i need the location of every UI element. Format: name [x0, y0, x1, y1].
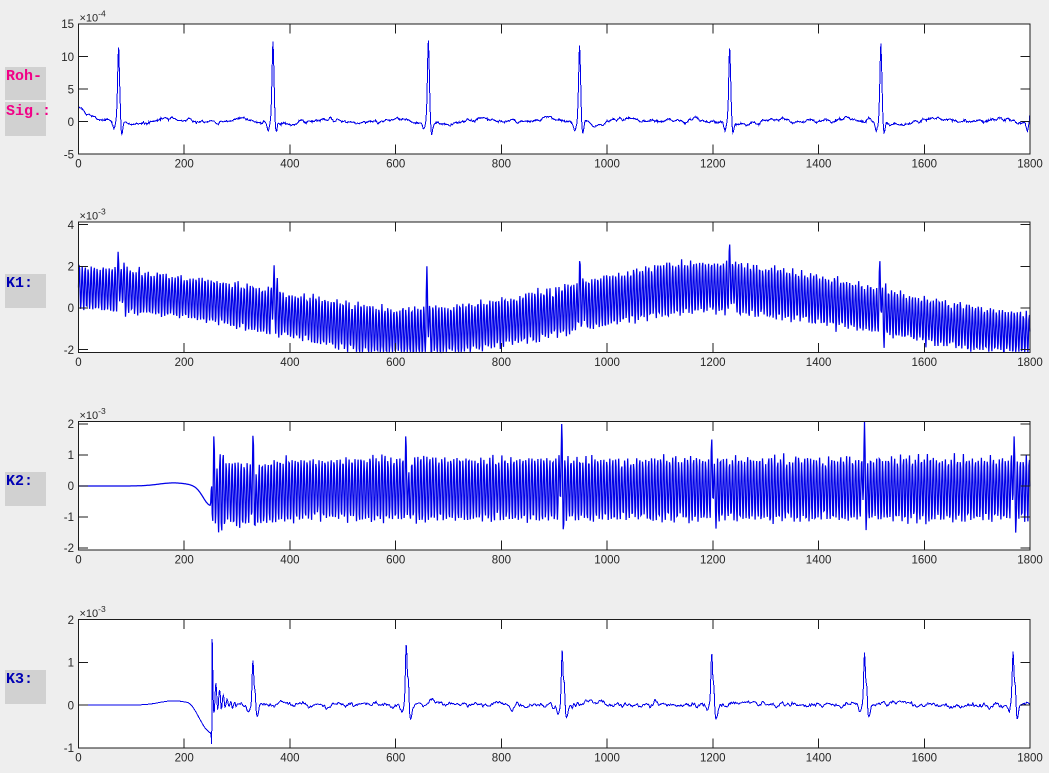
svg-text:15: 15	[61, 19, 74, 31]
svg-text:600: 600	[386, 752, 405, 764]
svg-text:600: 600	[386, 555, 405, 567]
svg-text:1600: 1600	[912, 752, 938, 764]
svg-text:1600: 1600	[912, 159, 938, 171]
svg-text:1800: 1800	[1017, 752, 1043, 764]
svg-text:1400: 1400	[806, 357, 832, 369]
svg-text:800: 800	[492, 357, 511, 369]
svg-text:1200: 1200	[700, 752, 726, 764]
svg-text:1400: 1400	[806, 159, 832, 171]
svg-text:0: 0	[68, 303, 74, 315]
svg-text:5: 5	[68, 84, 74, 96]
svg-text:0: 0	[75, 159, 81, 171]
svg-text:×10-3: ×10-3	[80, 207, 107, 223]
svg-text:800: 800	[492, 555, 511, 567]
svg-text:1000: 1000	[594, 555, 620, 567]
svg-text:200: 200	[175, 555, 194, 567]
svg-text:200: 200	[175, 159, 194, 171]
svg-text:-2: -2	[64, 345, 74, 357]
svg-text:1800: 1800	[1017, 555, 1043, 567]
svg-text:400: 400	[280, 555, 299, 567]
svg-text:400: 400	[280, 159, 299, 171]
svg-text:200: 200	[175, 752, 194, 764]
svg-text:1600: 1600	[912, 555, 938, 567]
svg-text:0: 0	[68, 481, 74, 493]
svg-text:1400: 1400	[806, 555, 832, 567]
svg-text:-2: -2	[64, 543, 74, 555]
svg-text:400: 400	[280, 752, 299, 764]
svg-text:200: 200	[175, 357, 194, 369]
svg-text:800: 800	[492, 752, 511, 764]
svg-text:10: 10	[61, 52, 74, 64]
svg-text:800: 800	[492, 159, 511, 171]
svg-text:1200: 1200	[700, 357, 726, 369]
svg-text:1600: 1600	[912, 357, 938, 369]
svg-text:×10-3: ×10-3	[80, 604, 107, 620]
svg-text:400: 400	[280, 357, 299, 369]
svg-text:1: 1	[68, 658, 74, 670]
svg-text:2: 2	[68, 262, 74, 274]
svg-text:1000: 1000	[594, 159, 620, 171]
svg-text:1000: 1000	[594, 357, 620, 369]
svg-text:-1: -1	[64, 743, 74, 755]
svg-text:1: 1	[68, 450, 74, 462]
svg-text:2: 2	[68, 615, 74, 627]
svg-text:-5: -5	[64, 149, 74, 161]
svg-text:1000: 1000	[594, 752, 620, 764]
svg-text:4: 4	[68, 220, 75, 232]
svg-text:-1: -1	[64, 512, 74, 524]
svg-text:1400: 1400	[806, 752, 832, 764]
svg-text:2: 2	[68, 419, 74, 431]
svg-text:1200: 1200	[700, 555, 726, 567]
svg-text:600: 600	[386, 357, 405, 369]
svg-text:0: 0	[68, 117, 74, 129]
svg-text:×10-4: ×10-4	[80, 9, 107, 25]
svg-text:1200: 1200	[700, 159, 726, 171]
svg-text:600: 600	[386, 159, 405, 171]
svg-text:0: 0	[75, 357, 81, 369]
svg-text:1800: 1800	[1017, 357, 1043, 369]
svg-text:0: 0	[75, 752, 81, 764]
svg-text:1800: 1800	[1017, 159, 1043, 171]
svg-text:0: 0	[68, 700, 74, 712]
svg-text:×10-3: ×10-3	[80, 406, 107, 422]
svg-text:0: 0	[75, 555, 81, 567]
